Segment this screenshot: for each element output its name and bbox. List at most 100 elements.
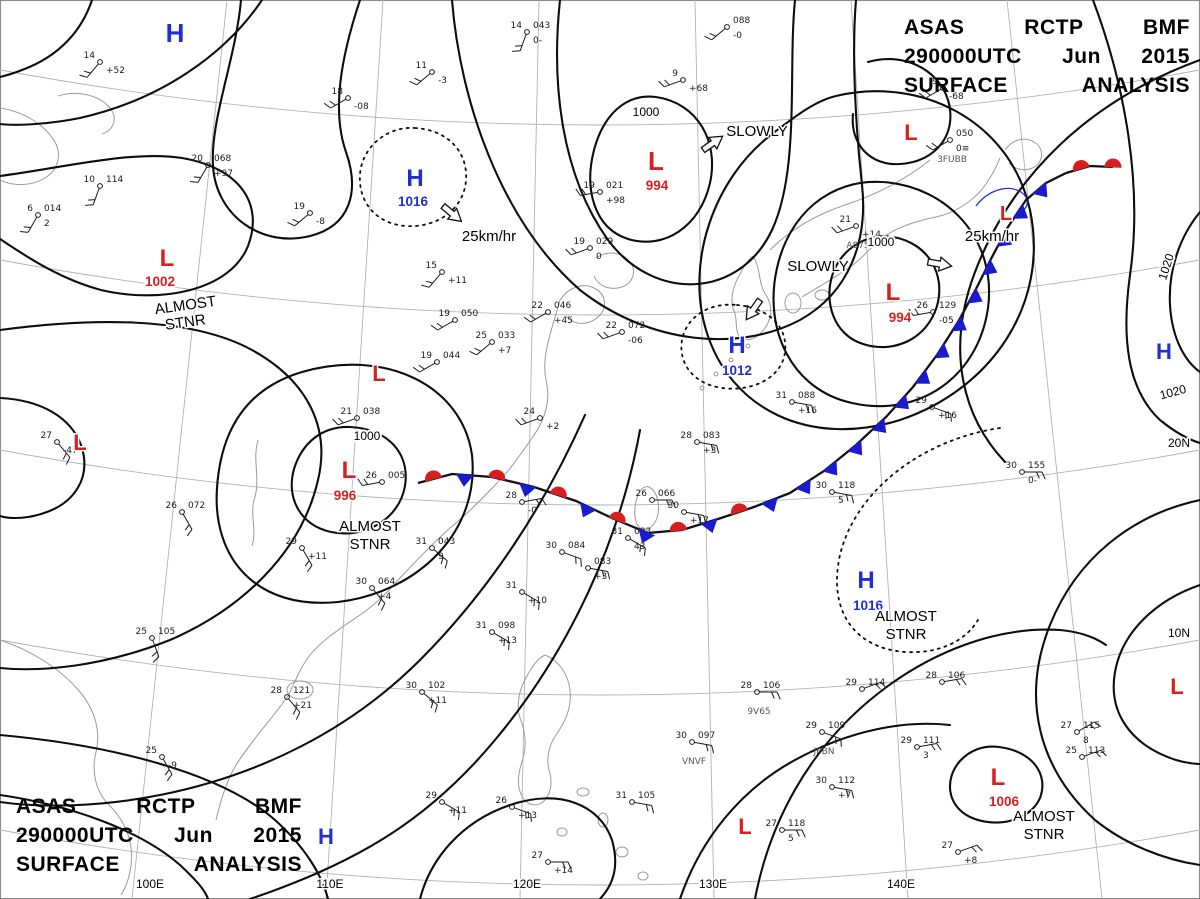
station-temp: 30: [406, 681, 418, 691]
warm-front-semicircle: [608, 511, 626, 524]
station-tendency: +16: [798, 406, 817, 416]
station-temp: 31: [476, 621, 487, 631]
station-pressure: 155: [1028, 461, 1045, 471]
station-temp: 29: [916, 396, 928, 406]
station-tendency: 5: [788, 834, 794, 844]
station-plot: 083 +3: [585, 557, 611, 582]
station-id: A875: [846, 241, 869, 251]
movement-annotation: STNR: [886, 626, 927, 643]
title-line-2: 290000UTC Jun 2015: [16, 824, 302, 847]
station-id: JPBN: [813, 747, 835, 757]
station-temp: 26: [166, 501, 178, 511]
station-temp: 28: [681, 431, 693, 441]
station-tendency: -0: [528, 506, 537, 516]
station-temp: 19: [574, 237, 586, 247]
station-temp: 15: [426, 261, 437, 271]
station-plot: 31 043 9: [416, 537, 455, 569]
cold-front-line: [789, 171, 1067, 494]
station-temp: 28: [741, 681, 753, 691]
station-plot: 14 043 0-: [511, 21, 550, 52]
station-tendency: +11: [448, 806, 467, 816]
station-tendency: 3: [923, 751, 929, 761]
station-pressure: 033: [498, 331, 515, 341]
station-temp: 31: [416, 537, 427, 547]
station-plot: 26 005: [357, 471, 405, 486]
station-pressure: 106: [763, 681, 780, 691]
station-pressure: 084: [568, 541, 585, 551]
longitude-label: 140E: [887, 877, 915, 891]
cold-front-triangle: [1032, 182, 1048, 198]
station-plot: 28 106 9V65: [741, 681, 781, 717]
station-plot: 29 111 3: [901, 736, 942, 761]
station-plot: 30 084: [546, 541, 585, 567]
station-temp: 26: [917, 301, 929, 311]
station-plot: 25 105: [136, 627, 175, 663]
station-temp: 14: [511, 21, 523, 31]
cold-front-triangle: [638, 528, 656, 544]
pressure-center-low: L: [160, 245, 175, 272]
stationary-front-line: [417, 472, 791, 535]
station-temp: 28: [506, 491, 518, 501]
title-block-bottom-left: ASAS RCTP BMF 290000UTC Jun 2015 SURFACE…: [16, 792, 302, 879]
station-temp: 19: [421, 351, 433, 361]
station-temp: 27: [942, 841, 953, 851]
isobar-value-label: 1020: [1158, 382, 1188, 403]
station-temp: 22: [606, 321, 617, 331]
isobars-dotted: [359, 127, 1001, 654]
station-plot: 9 -68: [918, 77, 964, 102]
station-plot: 24 +2: [515, 407, 559, 432]
station-pressure: 029: [596, 237, 613, 247]
station-tendency: +3: [594, 572, 607, 582]
station-pressure: 088: [798, 391, 815, 401]
station-temp: 20: [192, 154, 204, 164]
cold-front-triangle: [700, 518, 718, 534]
movement-annotation: ALMOST: [875, 608, 937, 625]
station-tendency: 5: [838, 496, 844, 506]
pressure-center-value: 1012: [722, 363, 752, 378]
station-pressure: 046: [554, 301, 571, 311]
station-plot: 050 0≡3FUBB: [925, 129, 973, 165]
station-pressure: 005: [388, 471, 405, 481]
pressure-center-value: 994: [889, 310, 912, 325]
movement-annotation: SLOWLY: [787, 258, 848, 275]
station-plot: 27 -47: [41, 431, 78, 465]
station-pressure: 064: [378, 577, 395, 587]
station-plot: 26 +13: [496, 796, 537, 822]
station-plot: 30 155 0-: [1006, 461, 1046, 486]
cold-front-triangle: [1012, 203, 1029, 219]
station-temp: 9: [672, 69, 678, 79]
station-pressure: 043: [533, 21, 550, 31]
station-pressure: 068: [214, 154, 231, 164]
station-pressure: 114: [106, 175, 123, 185]
station-tendency: 2: [44, 219, 50, 229]
station-plot: 26 129 -05: [908, 301, 956, 326]
station-tendency: +7: [498, 346, 511, 356]
station-plot: 25 033 +7: [469, 331, 515, 356]
station-plot: 15 +11: [421, 261, 467, 288]
cold-front-triangle: [455, 473, 474, 487]
station-plot: 19 -8: [287, 202, 325, 227]
station-temp: 25: [146, 746, 157, 756]
station-tendency: -68: [949, 92, 964, 102]
station-plot: 27 +14: [532, 851, 574, 876]
station-pressure: 021: [606, 181, 623, 191]
title-line-3: SURFACE ANALYSIS: [16, 853, 302, 876]
station-plot: 29 109 JPBN: [806, 721, 846, 757]
station-temp: 19: [439, 309, 451, 319]
station-plot: 29 +16: [916, 396, 957, 422]
station-plot: 31 088 +16: [776, 391, 818, 416]
pressure-center-value: 994: [646, 178, 669, 193]
station-pressure: 129: [939, 301, 956, 311]
station-tendency: -9: [168, 761, 177, 771]
station-temp: 29: [806, 721, 818, 731]
station-tendency: 0: [596, 252, 602, 262]
station-id: 3FUBB: [937, 155, 967, 165]
station-temp: 27: [1061, 721, 1072, 731]
station-temp: 30: [816, 481, 828, 491]
station-tendency: +68: [689, 84, 708, 94]
station-temp: 28: [271, 686, 283, 696]
station-plot: 31 098 +13: [476, 621, 517, 651]
station-temp: 26: [496, 796, 508, 806]
coastlines: [0, 93, 1042, 896]
station-plot: 29 114: [846, 678, 887, 692]
